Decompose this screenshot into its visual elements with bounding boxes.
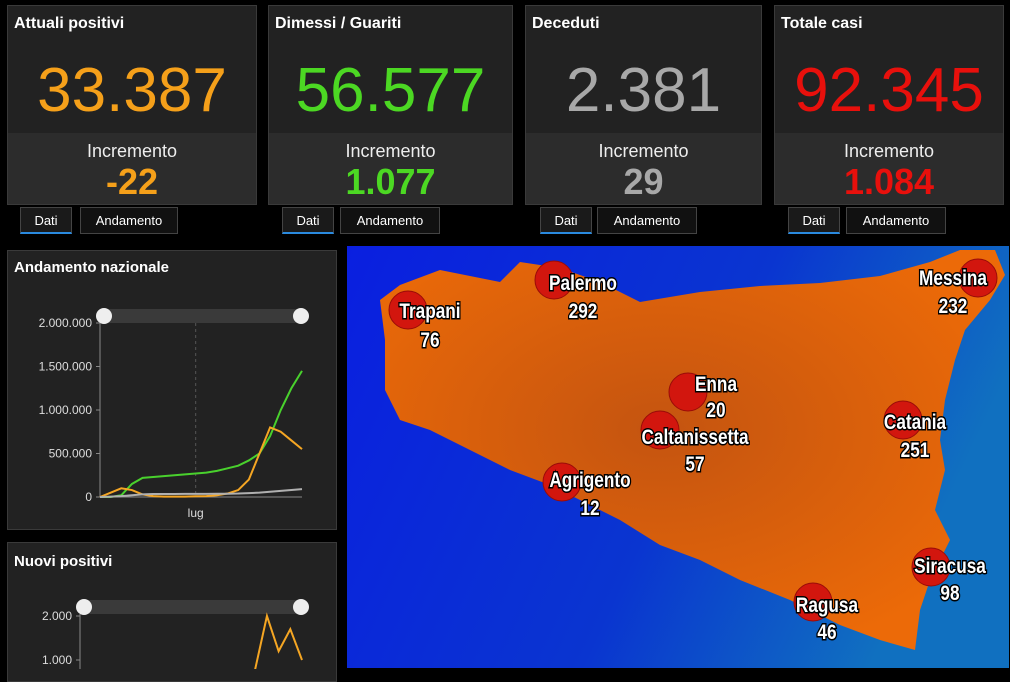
card-footer: Incremento -22 [8,133,256,204]
stat-card: Dimessi / Guariti 56.577 Incremento 1.077 [268,5,513,205]
city-marker [388,290,428,330]
city-count: 292 [569,301,598,324]
series-line [254,612,303,669]
city-count: 232 [939,296,968,319]
city-count: 251 [901,440,930,463]
increment-label: Incremento [86,141,178,161]
city-count: 46 [817,622,836,645]
slider-handle [293,308,309,324]
card-title: Attuali positivi [14,15,125,32]
tab[interactable]: Andamento [846,207,946,234]
city-name: Catania [884,412,946,435]
city-marker [883,400,923,440]
increment-value: 1.077 [345,161,436,202]
increment-value: -22 [105,161,159,202]
sicily [380,250,1005,650]
city-count: 76 [420,330,439,353]
city-count: 57 [685,454,704,477]
y-tick-label: 1.500.000 [39,360,93,374]
city-name: Siracusa [914,556,986,579]
increment-label: Incremento [598,141,689,161]
city-name: Caltanissetta [641,427,748,450]
chart-title: Andamento nazionale [14,259,169,276]
chart: 1.000 2.000 [42,599,309,669]
city-name: Ragusa [796,595,858,618]
increment-value: 1.084 [843,161,935,202]
x-tick-label: lug [188,506,204,520]
series-line [99,488,303,498]
card-value: 33.387 [37,56,227,125]
card-footer: Incremento 1.084 [775,133,1003,204]
card-footer: Incremento 1.077 [269,133,512,204]
city-count: 12 [580,498,599,521]
tab[interactable]: Andamento [80,207,178,234]
city-marker [542,462,582,502]
tab[interactable]: Dati [282,207,334,234]
city-name: Palermo [549,273,617,296]
city-marker [534,260,574,300]
city-count: 20 [706,400,725,423]
card-title: Deceduti [532,15,600,32]
card-value: 92.345 [794,56,984,125]
tab[interactable]: Dati [20,207,72,234]
tab[interactable]: Andamento [340,207,440,234]
stat-card: Totale casi 92.345 Incremento 1.084 [774,5,1004,205]
stat-card: Attuali positivi 33.387 Incremento -22 [7,5,257,205]
card-footer: Incremento 29 [526,133,761,204]
city-name: Trapani [399,301,460,324]
panel [7,250,337,530]
increment-value: 29 [623,161,664,202]
card-title: Totale casi [781,15,863,32]
city-name: Agrigento [549,470,630,493]
slider-handle [76,599,92,615]
city-marker [640,410,680,450]
slider-handle [96,308,112,324]
card-title: Dimessi / Guariti [275,15,402,32]
city-count: 98 [940,583,959,606]
increment-label: Incremento [843,141,935,161]
series-line [99,426,303,498]
city-name: Enna [695,374,737,397]
city-marker [911,547,951,587]
y-tick-label: 500.000 [49,447,93,461]
chart: 0 500.000 1.000.000 1.500.000 2.000.000 lug [39,308,309,520]
tab[interactable]: Andamento [597,207,697,234]
y-tick-label: 2.000.000 [39,316,93,330]
city-marker [668,372,708,412]
tab[interactable]: Dati [788,207,840,234]
y-tick-label: 1.000 [42,653,72,667]
y-tick-label: 2.000 [42,609,72,623]
city-marker [793,582,833,622]
y-tick-label: 1.000.000 [39,403,93,417]
range-slider [100,309,302,323]
card-value: 56.577 [295,56,486,125]
city-name: Messina [919,268,987,291]
slider-handle [293,599,309,615]
chart-title: Nuovi positivi [14,553,112,570]
city-marker [958,258,998,298]
range-slider [80,600,302,614]
stat-card: Deceduti 2.381 Incremento 29 [525,5,762,205]
y-tick-label: 0 [85,490,92,504]
card-value: 2.381 [565,56,722,125]
series-line [100,370,303,498]
increment-label: Incremento [345,141,436,161]
tab[interactable]: Dati [540,207,592,234]
